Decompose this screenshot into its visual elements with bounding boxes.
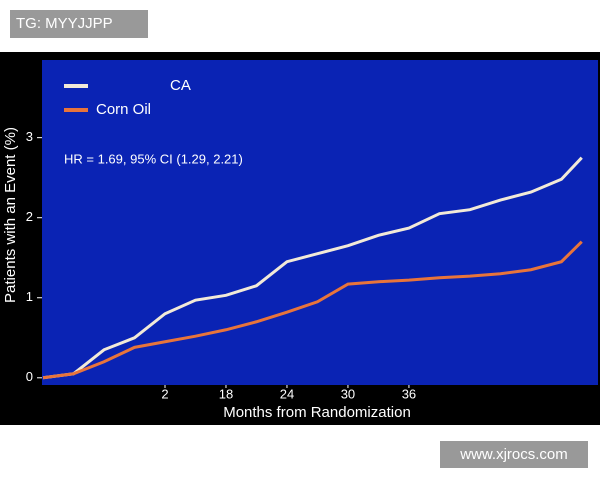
annotation: HR = 1.69, 95% CI (1.29, 2.21) (64, 151, 243, 166)
series-line (42, 240, 583, 380)
x-tick-label: 30 (341, 386, 355, 401)
x-tick-label: 18 (219, 386, 233, 401)
y-axis-label: Patients with an Event (%) (2, 127, 19, 303)
watermark-box (440, 441, 588, 468)
x-tick-label: 2 (161, 386, 168, 401)
y-tick-label: 3 (26, 129, 33, 144)
x-tick-label: 24 (280, 386, 294, 401)
plot-area (42, 60, 598, 385)
top-label: TG: MYYJJPP (16, 15, 113, 32)
x-axis-label: Months from Randomization (223, 404, 411, 421)
series-line (42, 156, 583, 380)
x-tick-label: 36 (402, 386, 416, 401)
y-tick-label: 1 (26, 289, 33, 304)
legend-label: CA (170, 77, 191, 94)
y-tick-label: 2 (26, 209, 33, 224)
y-tick-label: 0 (26, 369, 33, 384)
top-label-box (10, 10, 148, 38)
watermark: www.xjrocs.com (459, 446, 568, 463)
legend-label: Corn Oil (96, 101, 151, 118)
